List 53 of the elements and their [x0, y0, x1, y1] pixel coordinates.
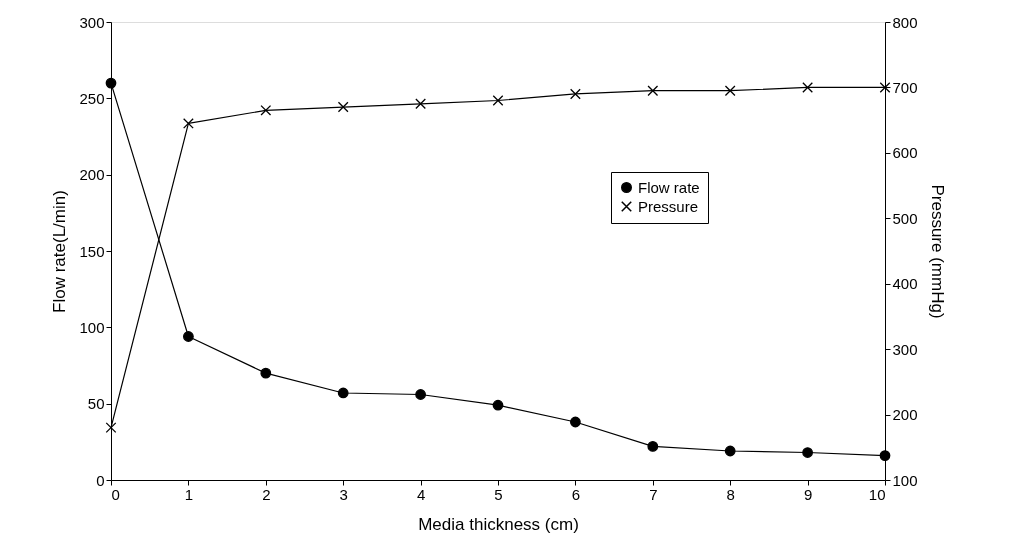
- point: [647, 441, 659, 452]
- point: [492, 399, 504, 411]
- y-tick-label: 250: [79, 89, 105, 107]
- y2-tick-label: 100: [892, 471, 918, 489]
- y-tick-label: 0: [96, 471, 105, 489]
- x-tick-label: 8: [726, 485, 735, 503]
- point: [415, 98, 426, 110]
- y2-axis-title: Pressure (mmHg): [927, 184, 947, 319]
- y-tick-label: 50: [87, 395, 105, 413]
- point: [337, 101, 349, 113]
- y2-tick-label: 500: [892, 209, 918, 227]
- legend-label: Flow rate: [638, 178, 700, 196]
- point: [415, 389, 426, 400]
- x-tick-label: 4: [416, 485, 426, 503]
- x-tick-label: 5: [494, 485, 503, 503]
- point: [105, 77, 117, 89]
- point: [492, 95, 504, 106]
- point: [260, 104, 272, 116]
- y2-tick-label: 700: [892, 78, 918, 96]
- point: [183, 118, 194, 129]
- x-tick-label: 2: [262, 485, 271, 503]
- x-tick-label: 9: [803, 485, 813, 503]
- y2-tick-label: 800: [892, 13, 918, 31]
- point: [724, 85, 736, 97]
- y-tick-label: 300: [79, 13, 105, 31]
- x-tick-label: 10: [868, 485, 886, 503]
- point: [802, 447, 813, 458]
- y2-tick-label: 400: [892, 275, 918, 293]
- x-tick-label: 3: [339, 485, 348, 503]
- point: [570, 416, 581, 428]
- point: [260, 367, 272, 379]
- y2-tick-label: 200: [892, 406, 918, 424]
- point: [647, 85, 659, 97]
- point: [183, 331, 194, 342]
- x-tick-label: 1: [184, 485, 194, 503]
- y2-tick-label: 300: [892, 340, 918, 358]
- x-tick-label: 7: [649, 485, 658, 503]
- point: [105, 422, 117, 434]
- point: [802, 82, 813, 93]
- y-tick-label: 200: [79, 166, 105, 184]
- y-axis-title: Flow rate(L/min): [50, 190, 70, 313]
- y-tick-label: 100: [79, 318, 105, 336]
- point: [724, 445, 736, 457]
- legend-label: Pressure: [638, 197, 699, 215]
- point: [879, 450, 891, 461]
- point: [879, 82, 891, 93]
- x-axis-title: Media thickness (cm): [418, 514, 579, 534]
- y2-tick-label: 600: [892, 144, 918, 162]
- point: [570, 88, 581, 100]
- point: [337, 387, 349, 399]
- x-tick-label: 6: [571, 485, 581, 503]
- y-tick-label: 150: [79, 242, 105, 260]
- x-tick-label: 0: [111, 485, 120, 503]
